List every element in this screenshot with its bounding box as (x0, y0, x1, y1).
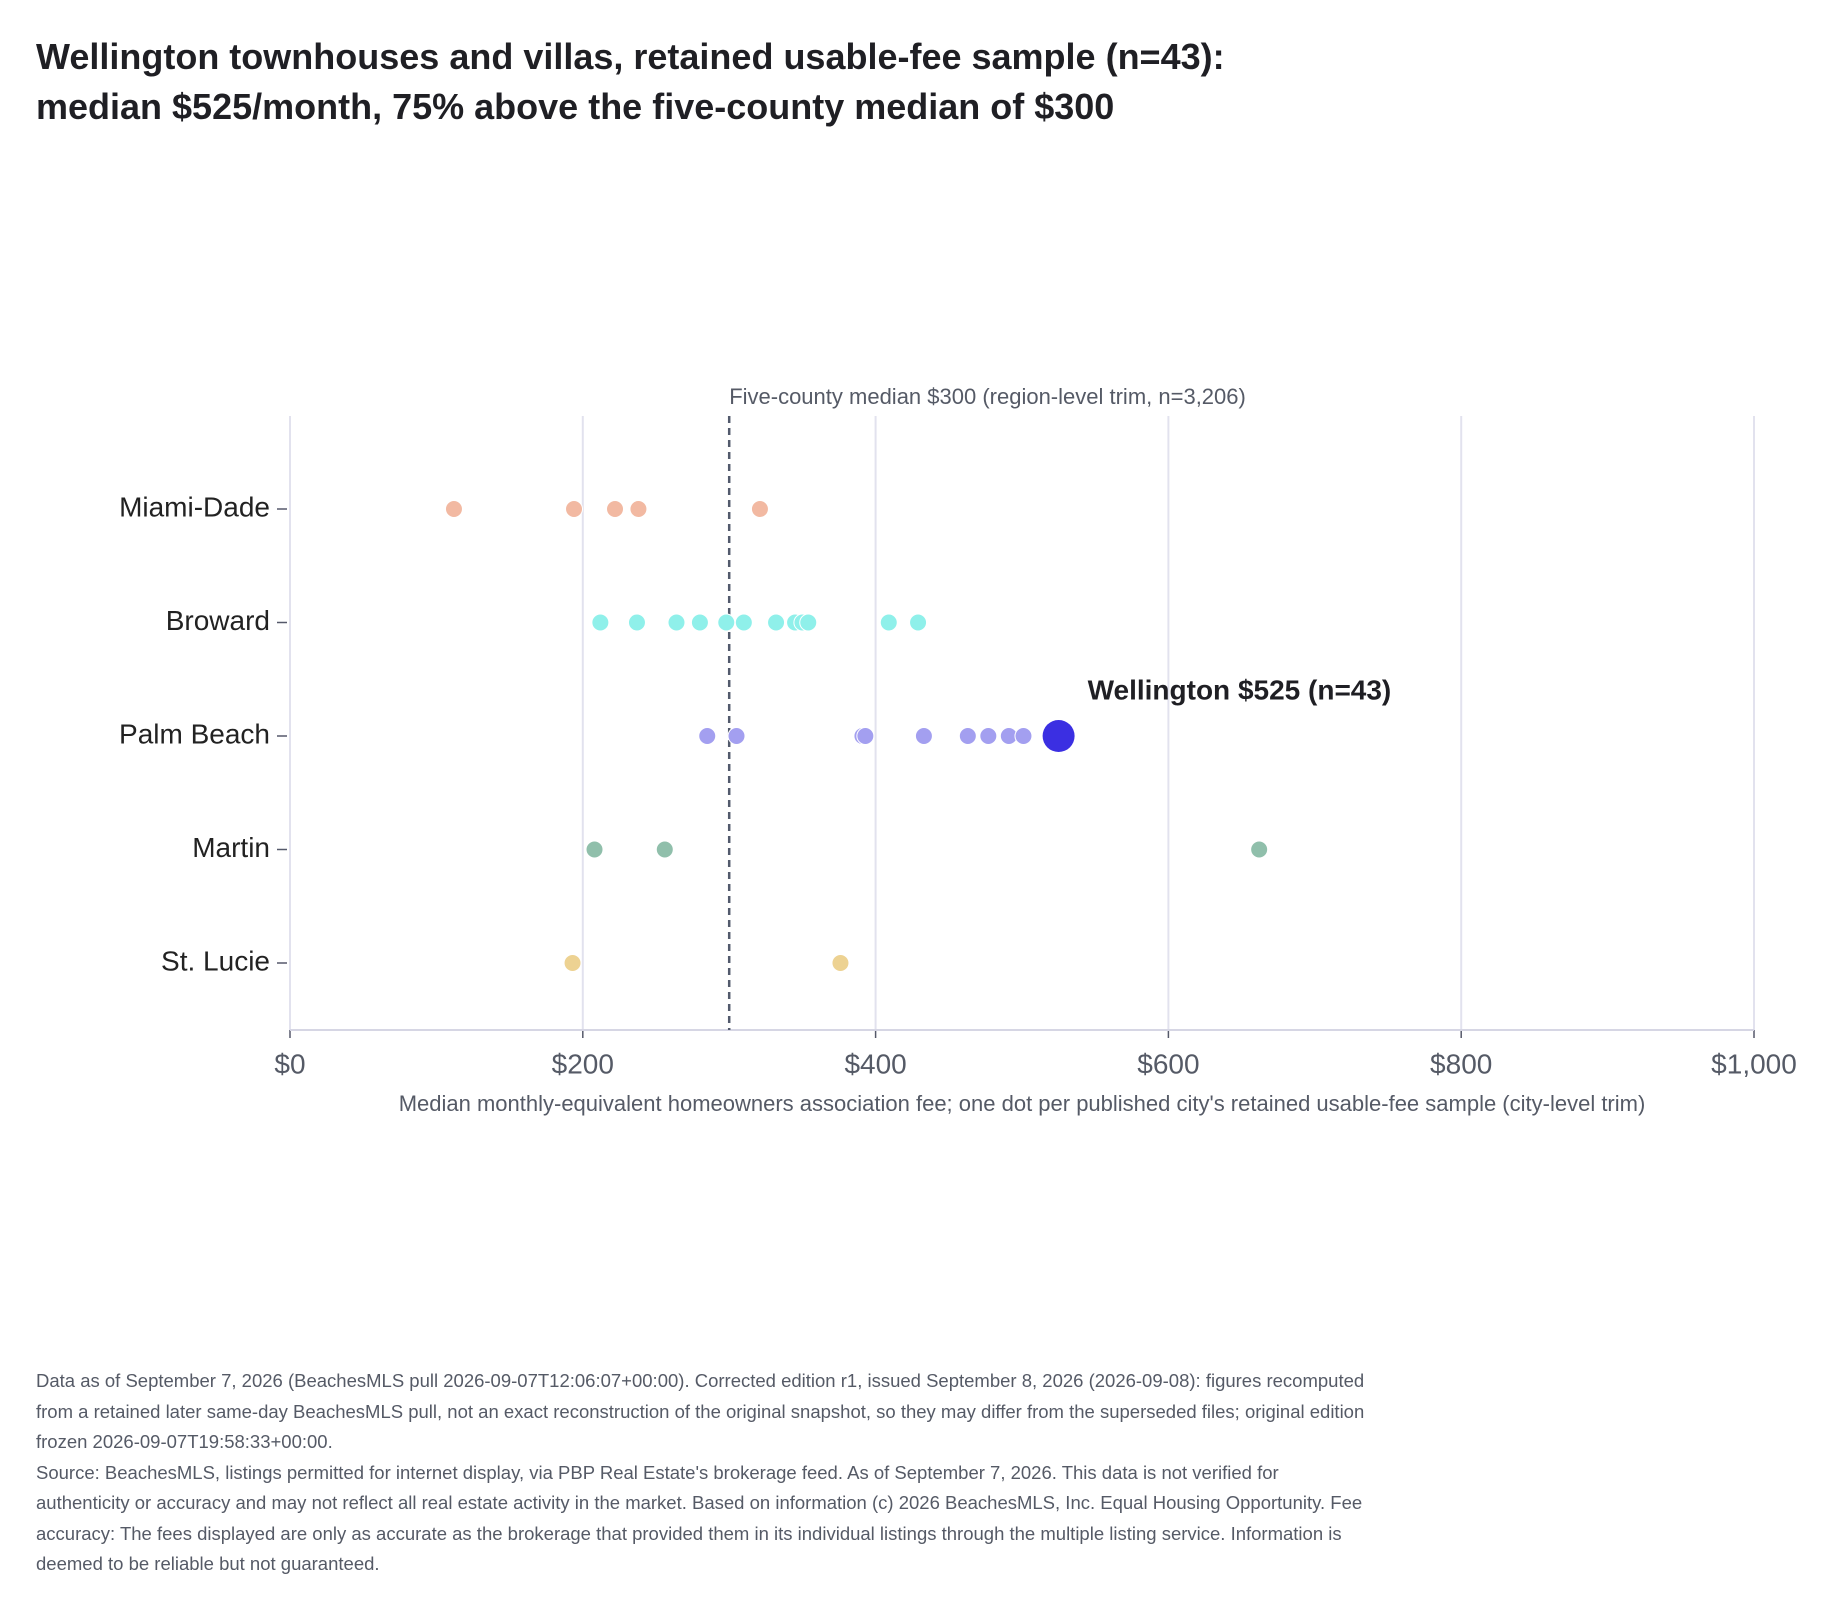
y-tick-label: Martin (192, 832, 270, 863)
dot (627, 613, 646, 632)
dot (565, 500, 584, 518)
dot (958, 727, 977, 745)
x-tick-label: $1,000 (1711, 1048, 1797, 1079)
x-tick-label: $200 (552, 1048, 614, 1079)
dot (979, 727, 998, 745)
highlight-label: Wellington $525 (n=43) (1088, 674, 1392, 705)
y-tick-label: St. Lucie (161, 945, 270, 976)
dot (563, 954, 582, 972)
chart: Median monthly-equivalent homeowners ass… (119, 384, 1797, 1116)
x-tick-label: $800 (1430, 1048, 1492, 1079)
dot (799, 613, 818, 632)
reference-label: Five-county median $300 (region-level tr… (729, 384, 1246, 409)
notes: Data as of September 7, 2026 (BeachesMLS… (36, 1366, 1376, 1580)
dot (750, 500, 769, 518)
x-tick-label: $600 (1137, 1048, 1199, 1079)
dot (831, 954, 850, 972)
x-tick-label: $400 (844, 1048, 906, 1079)
x-tick-label: $0 (274, 1048, 305, 1079)
dot (591, 613, 610, 632)
dot (606, 500, 625, 518)
dot (717, 613, 736, 632)
dot (734, 613, 753, 632)
dot (727, 727, 746, 745)
highlight-dot (1042, 720, 1075, 752)
dot (629, 500, 648, 518)
note: Data as of September 7, 2026 (BeachesMLS… (36, 1370, 1365, 1452)
dot (767, 613, 786, 632)
dot (909, 613, 928, 632)
dot (879, 613, 898, 632)
dot (914, 727, 933, 745)
y-tick-label: Miami-Dade (119, 491, 270, 522)
dot (690, 613, 709, 632)
dot (698, 727, 717, 745)
note: Source: BeachesMLS, listings permitted f… (36, 1461, 1363, 1575)
dot (856, 727, 875, 745)
dot (667, 613, 686, 632)
dot (655, 840, 674, 859)
y-tick-label: Broward (166, 605, 270, 636)
x-axis-label: Median monthly-equivalent homeowners ass… (399, 1091, 1646, 1116)
dot (1250, 840, 1269, 859)
chart-title: Wellington townhouses and villas, retain… (36, 36, 1225, 127)
dot (444, 500, 463, 518)
dot (1014, 727, 1033, 745)
dot (585, 840, 604, 859)
y-tick-label: Palm Beach (119, 718, 270, 749)
